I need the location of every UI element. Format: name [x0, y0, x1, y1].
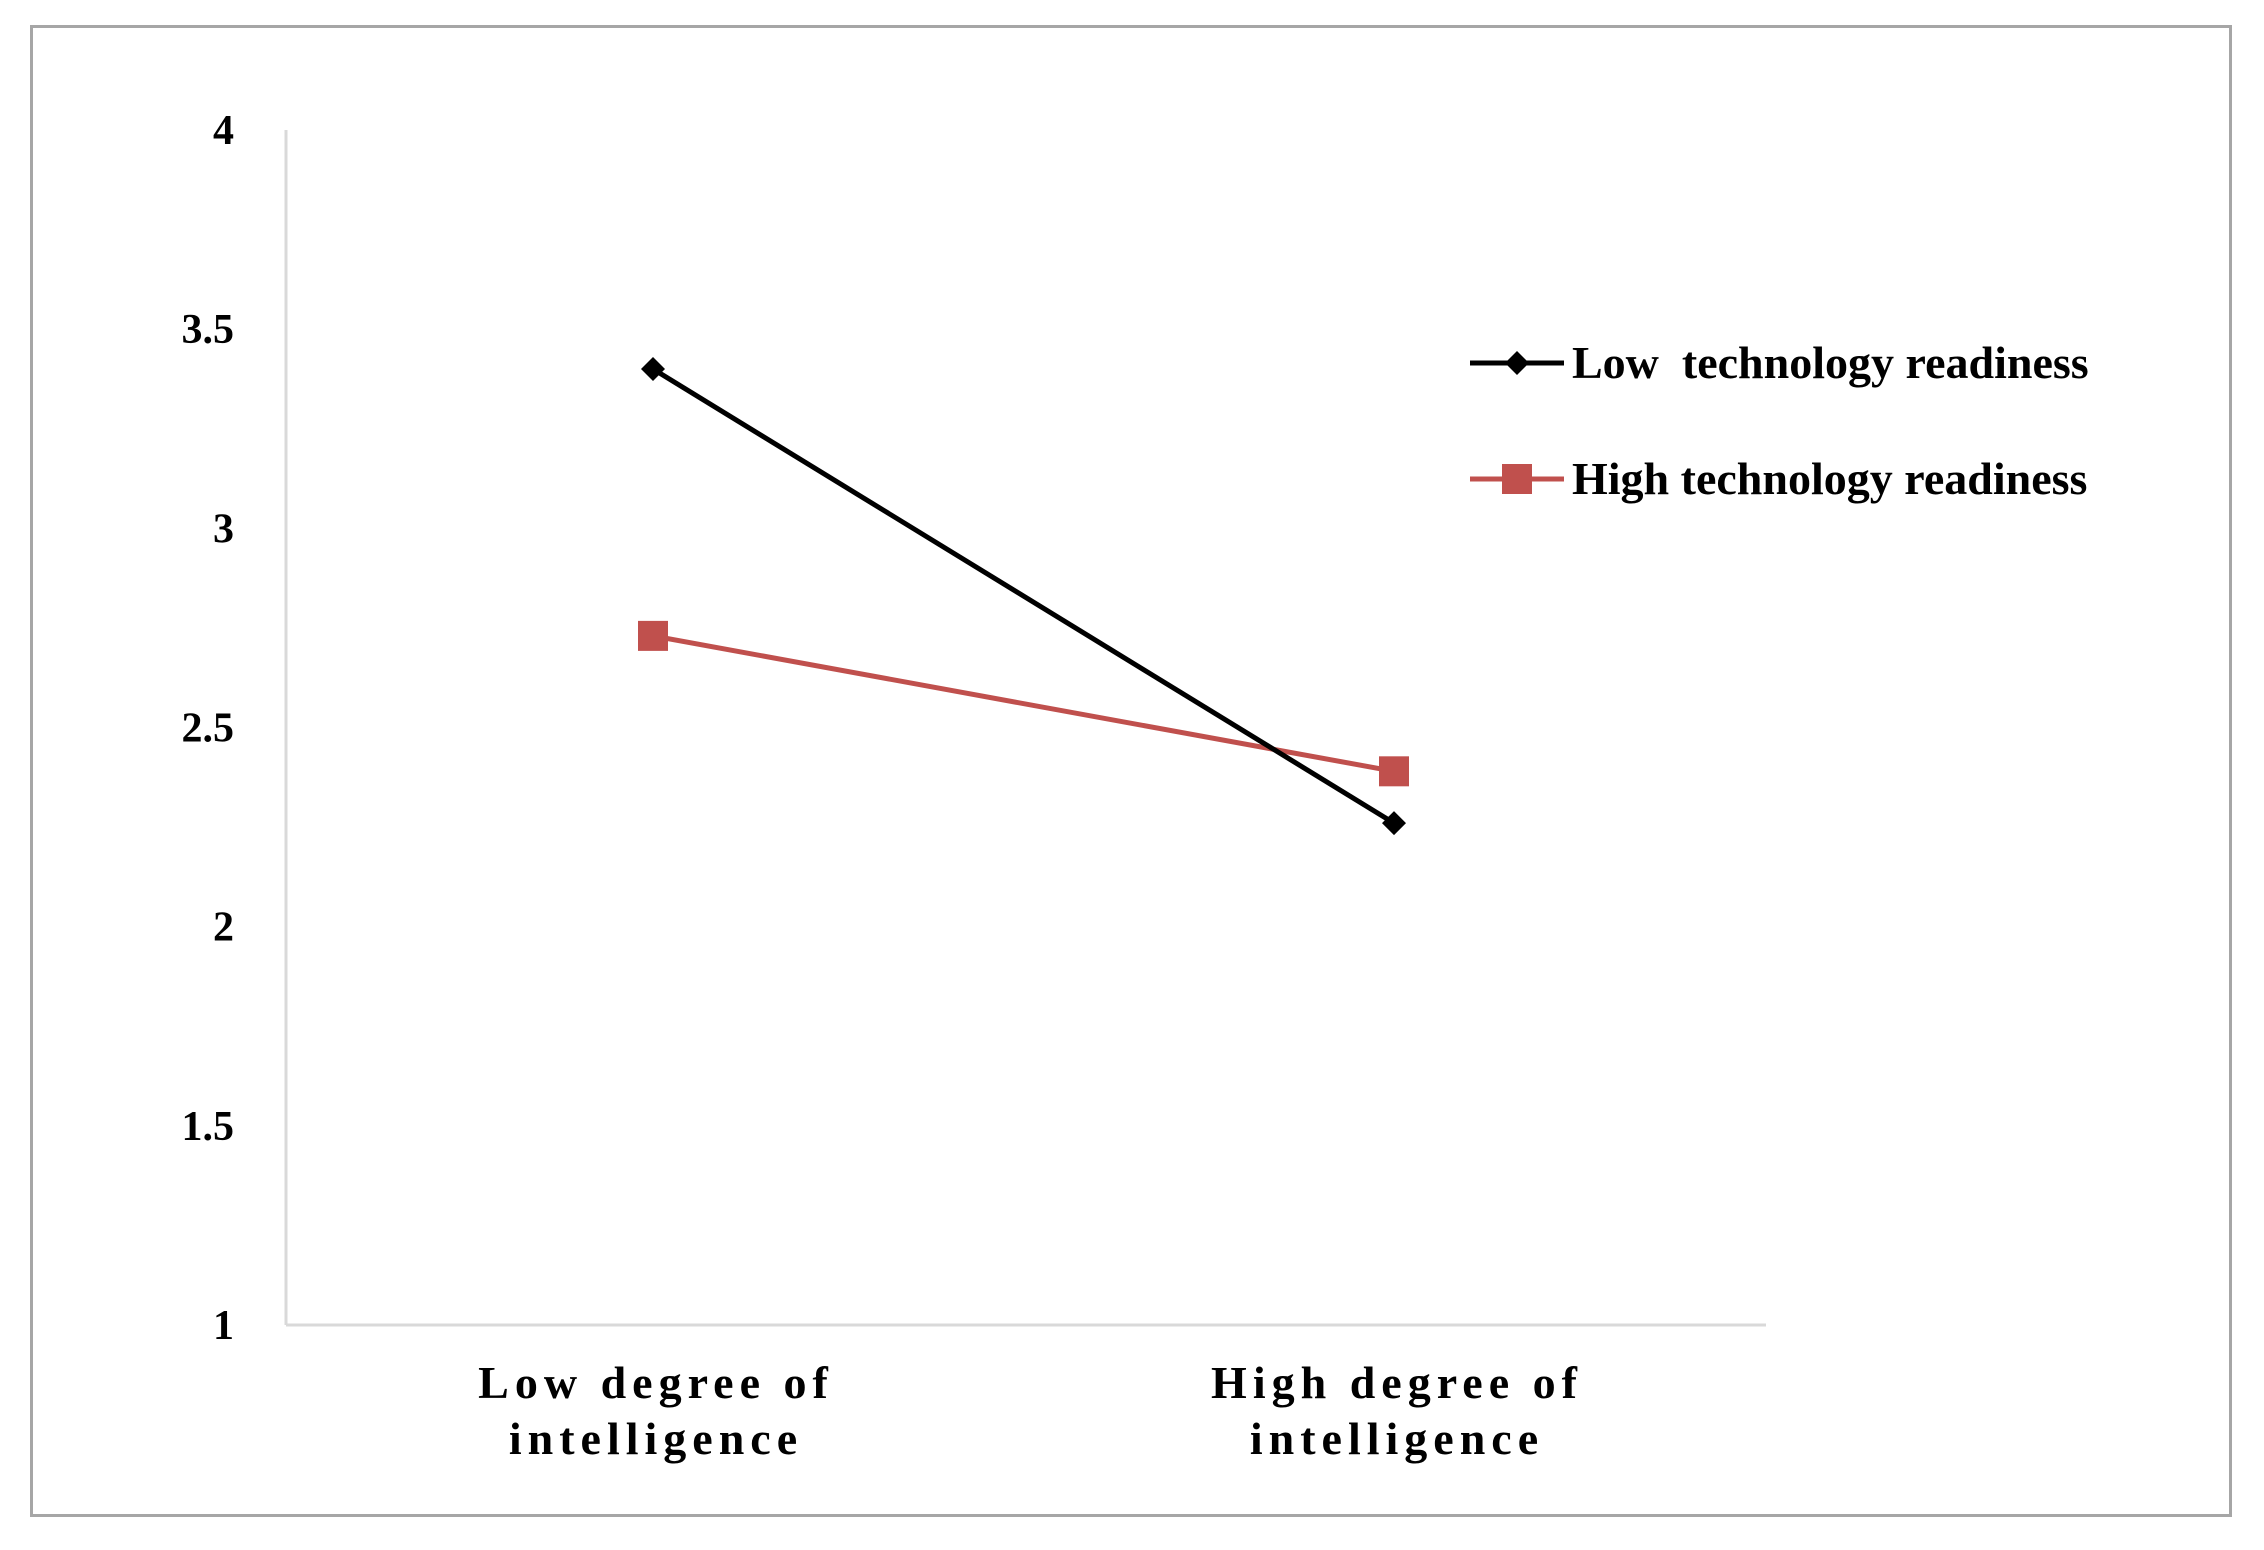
legend-marker — [1505, 351, 1529, 375]
axes — [284, 130, 1766, 1327]
x-category-label: Low degree of — [478, 1357, 834, 1408]
y-tick-label: 3.5 — [182, 307, 235, 353]
x-category-label: High degree of — [1211, 1357, 1583, 1408]
series-line — [652, 633, 1395, 774]
series-low-technology-readiness — [641, 357, 1406, 836]
y-tick-label: 2 — [213, 905, 234, 951]
y-tick-label: 2.5 — [182, 706, 235, 752]
legend-item: Low technology readiness — [1470, 337, 2089, 388]
legend-label: Low technology readiness — [1572, 337, 2089, 388]
x-category-label: intelligence — [509, 1413, 803, 1464]
x-category-label: intelligence — [1250, 1413, 1544, 1464]
chart-frame — [30, 25, 2232, 1517]
y-tick-label: 3 — [213, 506, 234, 552]
series-layer — [638, 357, 1409, 836]
legend-item: High technology readiness — [1470, 453, 2087, 504]
legend-label: High technology readiness — [1572, 453, 2087, 504]
y-tick-label: 1.5 — [182, 1104, 235, 1150]
series-line — [651, 366, 1396, 826]
y-tick-label: 1 — [213, 1303, 234, 1349]
data-point — [1382, 811, 1406, 836]
data-point — [1379, 756, 1409, 787]
legend: Low technology readiness High technology … — [1470, 337, 2089, 504]
y-tick-label: 4 — [213, 108, 234, 154]
data-point — [638, 620, 668, 651]
data-point — [641, 357, 665, 381]
legend-marker — [1502, 464, 1532, 494]
y-tick-labels: 1 1.5 2 2.5 3 3.5 4 — [182, 108, 235, 1349]
